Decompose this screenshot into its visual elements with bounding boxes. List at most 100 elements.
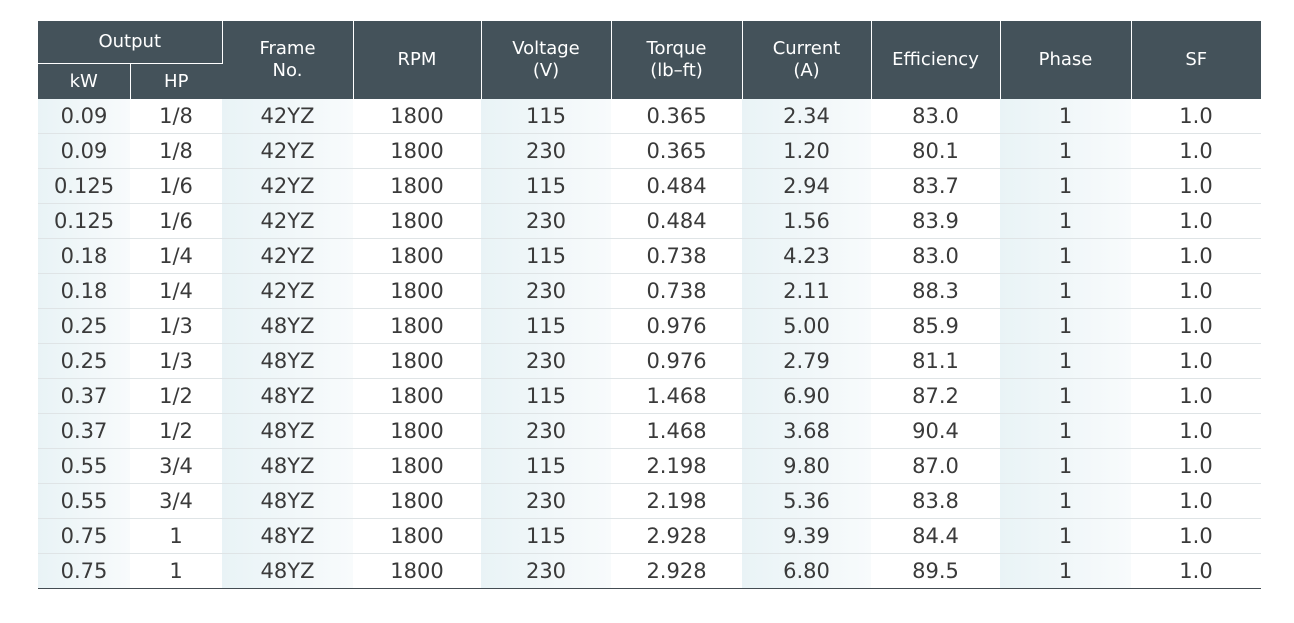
cell-voltage: 230: [481, 483, 611, 519]
cell-voltage: 230: [481, 203, 611, 239]
cell-efficiency: 85.9: [871, 308, 1000, 344]
cell-efficiency: 83.7: [871, 168, 1000, 204]
cell-torque: 0.484: [611, 168, 742, 204]
cell-phase: 1: [1000, 483, 1131, 519]
cell-kw: 0.75: [38, 553, 130, 589]
cell-voltage: 115: [481, 99, 611, 134]
cell-phase: 1: [1000, 168, 1131, 204]
cell-hp: 3/4: [130, 483, 222, 519]
cell-torque: 2.928: [611, 553, 742, 589]
cell-frame: 42YZ: [222, 238, 353, 274]
cell-torque: 0.365: [611, 99, 742, 134]
cell-frame: 42YZ: [222, 203, 353, 239]
cell-phase: 1: [1000, 448, 1131, 484]
cell-voltage: 230: [481, 553, 611, 589]
cell-frame: 42YZ: [222, 168, 353, 204]
cell-torque: 1.468: [611, 413, 742, 449]
cell-current: 2.79: [742, 343, 871, 379]
cell-kw: 0.09: [38, 99, 130, 134]
cell-phase: 1: [1000, 553, 1131, 589]
motor-spec-table-container: Output Frame No. RPM Voltage (V) Torque …: [38, 21, 1261, 589]
cell-current: 1.56: [742, 203, 871, 239]
cell-torque: 2.198: [611, 448, 742, 484]
table-body: 0.09 1/8 42YZ 1800 115 0.365 2.34 83.0 1 1.0 0.09 1…: [38, 99, 1261, 589]
cell-efficiency: 83.8: [871, 483, 1000, 519]
cell-current: 9.80: [742, 448, 871, 484]
cell-efficiency: 83.0: [871, 99, 1000, 134]
cell-sf: 1.0: [1131, 99, 1261, 134]
cell-sf: 1.0: [1131, 168, 1261, 204]
cell-phase: 1: [1000, 343, 1131, 379]
cell-efficiency: 87.0: [871, 448, 1000, 484]
cell-frame: 42YZ: [222, 273, 353, 309]
cell-voltage: 230: [481, 133, 611, 169]
cell-current: 2.34: [742, 99, 871, 134]
cell-hp: 1/4: [130, 238, 222, 274]
cell-phase: 1: [1000, 378, 1131, 414]
table-row: 0.09 1/8 42YZ 1800 230 0.365 1.20 80.1 1 1.0: [38, 133, 1261, 169]
cell-frame: 48YZ: [222, 413, 353, 449]
cell-kw: 0.37: [38, 413, 130, 449]
cell-hp: 1/4: [130, 273, 222, 309]
cell-torque: 0.976: [611, 343, 742, 379]
cell-torque: 0.738: [611, 273, 742, 309]
cell-hp: 1/6: [130, 168, 222, 204]
cell-current: 6.80: [742, 553, 871, 589]
cell-current: 2.11: [742, 273, 871, 309]
table-header: Output Frame No. RPM Voltage (V) Torque …: [38, 21, 1261, 99]
cell-frame: 48YZ: [222, 308, 353, 344]
frame-header-line2: No.: [272, 60, 303, 81]
cell-frame: 48YZ: [222, 518, 353, 554]
cell-voltage: 115: [481, 518, 611, 554]
cell-voltage: 115: [481, 238, 611, 274]
cell-frame: 48YZ: [222, 553, 353, 589]
current-header: Current (A): [742, 21, 872, 99]
voltage-header: Voltage (V): [481, 21, 612, 99]
cell-sf: 1.0: [1131, 518, 1261, 554]
cell-sf: 1.0: [1131, 273, 1261, 309]
table-row: 0.18 1/4 42YZ 1800 230 0.738 2.11 88.3 1 1.0: [38, 273, 1261, 309]
cell-hp: 3/4: [130, 448, 222, 484]
cell-sf: 1.0: [1131, 553, 1261, 589]
cell-sf: 1.0: [1131, 483, 1261, 519]
cell-torque: 0.738: [611, 238, 742, 274]
cell-kw: 0.18: [38, 273, 130, 309]
cell-rpm: 1800: [353, 413, 481, 449]
cell-rpm: 1800: [353, 308, 481, 344]
cell-torque: 0.484: [611, 203, 742, 239]
voltage-header-line1: Voltage: [512, 38, 580, 59]
cell-kw: 0.25: [38, 343, 130, 379]
cell-rpm: 1800: [353, 99, 481, 134]
cell-rpm: 1800: [353, 203, 481, 239]
cell-sf: 1.0: [1131, 238, 1261, 274]
cell-phase: 1: [1000, 203, 1131, 239]
cell-kw: 0.18: [38, 238, 130, 274]
cell-sf: 1.0: [1131, 413, 1261, 449]
cell-sf: 1.0: [1131, 308, 1261, 344]
cell-frame: 48YZ: [222, 378, 353, 414]
cell-rpm: 1800: [353, 553, 481, 589]
cell-efficiency: 83.9: [871, 203, 1000, 239]
current-header-line2: (A): [793, 60, 820, 81]
cell-sf: 1.0: [1131, 343, 1261, 379]
phase-header: Phase: [1000, 21, 1132, 99]
hp-header: HP: [130, 63, 222, 99]
cell-torque: 0.976: [611, 308, 742, 344]
cell-efficiency: 87.2: [871, 378, 1000, 414]
cell-voltage: 230: [481, 273, 611, 309]
rpm-header: RPM: [353, 21, 482, 99]
cell-torque: 0.365: [611, 133, 742, 169]
table-row: 0.18 1/4 42YZ 1800 115 0.738 4.23 83.0 1 1.0: [38, 238, 1261, 274]
cell-frame: 42YZ: [222, 99, 353, 134]
cell-hp: 1: [130, 518, 222, 554]
cell-rpm: 1800: [353, 273, 481, 309]
cell-voltage: 115: [481, 378, 611, 414]
cell-phase: 1: [1000, 238, 1131, 274]
cell-frame: 48YZ: [222, 483, 353, 519]
cell-kw: 0.37: [38, 378, 130, 414]
current-header-line1: Current: [772, 38, 841, 59]
cell-phase: 1: [1000, 133, 1131, 169]
cell-frame: 48YZ: [222, 343, 353, 379]
cell-torque: 2.198: [611, 483, 742, 519]
cell-efficiency: 84.4: [871, 518, 1000, 554]
